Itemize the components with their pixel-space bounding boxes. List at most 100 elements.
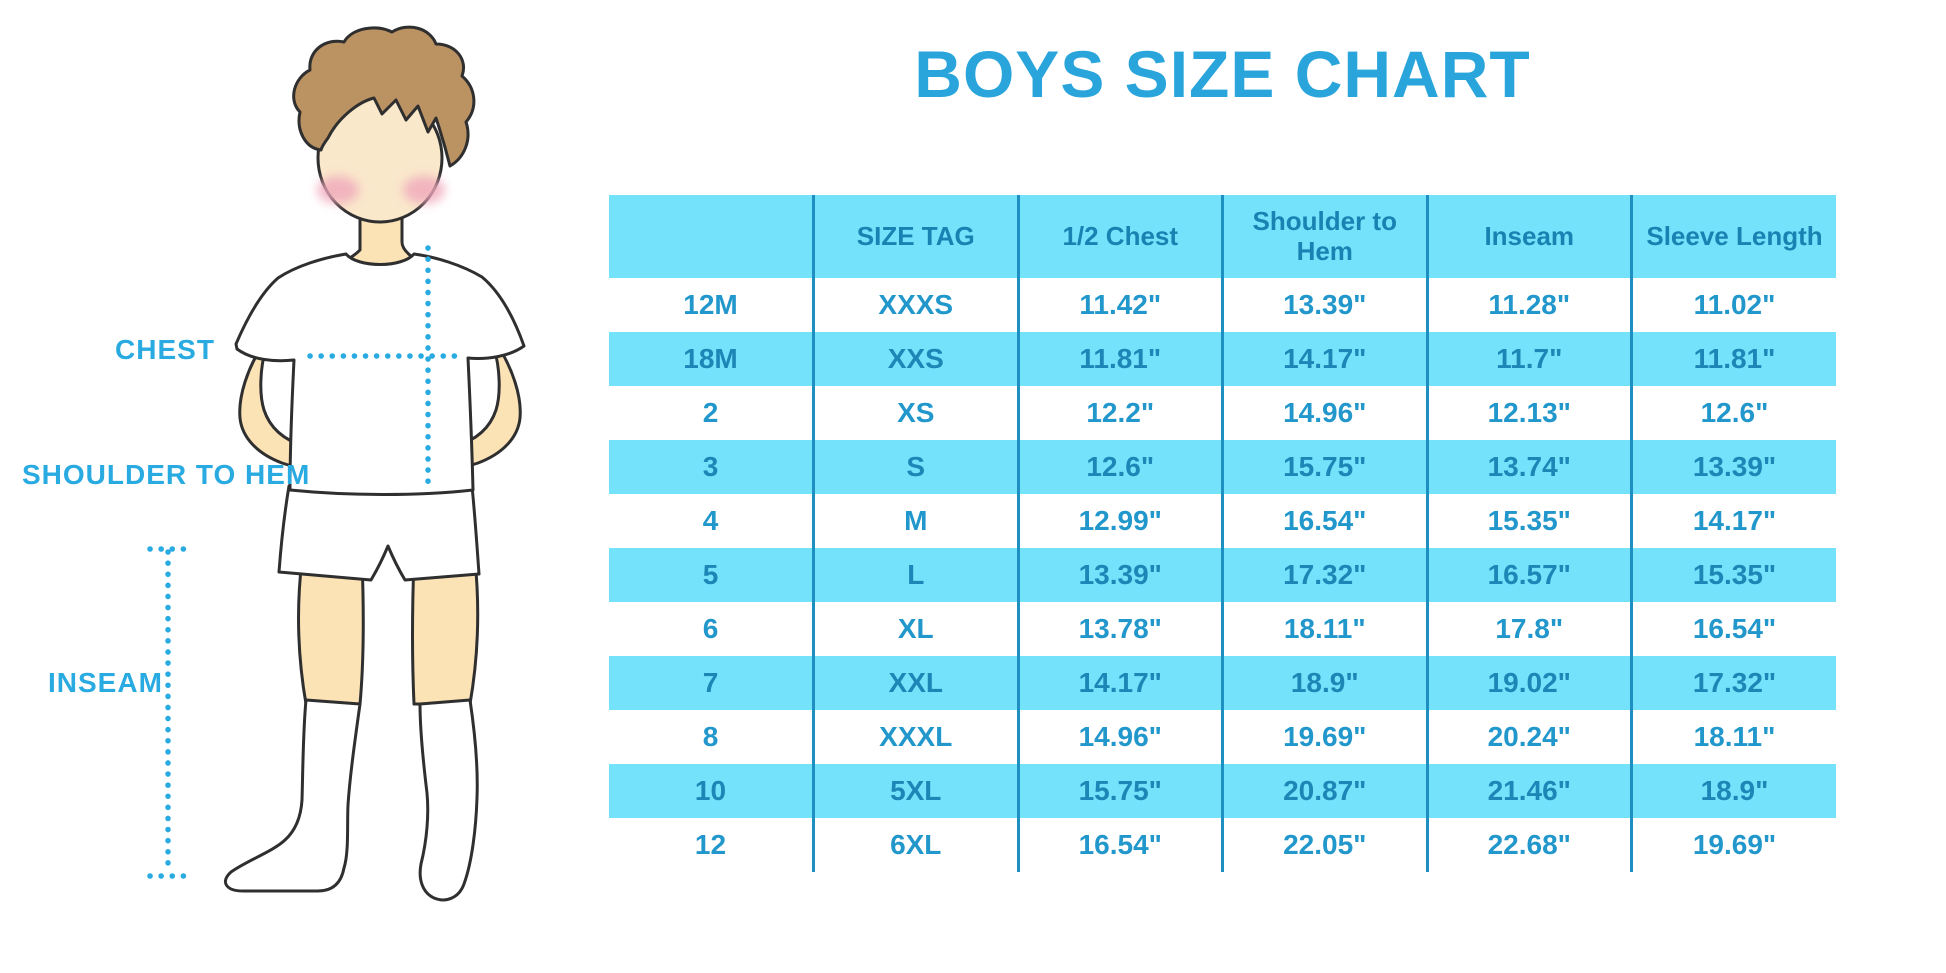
table-cell: 3 bbox=[702, 451, 719, 482]
table-cell: 12 bbox=[694, 829, 727, 860]
table-cell: 15.75" bbox=[1016, 764, 1223, 818]
table-row: 12M XXXS 11.42" 13.39" 11.28" 11.02" bbox=[609, 278, 1836, 332]
boy-hair bbox=[292, 25, 476, 168]
table-cell: 17.32" bbox=[1630, 656, 1836, 710]
table-cell: 16.57" bbox=[1425, 548, 1632, 602]
table-cell: 11.7" bbox=[1425, 332, 1632, 386]
table-cell: 13.74" bbox=[1425, 440, 1632, 494]
table-cell: 13.39" bbox=[1221, 278, 1427, 332]
table-cell: 12.99" bbox=[1016, 494, 1223, 548]
table-cell: L bbox=[812, 548, 1018, 602]
chest-label: CHEST bbox=[115, 334, 215, 365]
table-cell: 11.81" bbox=[1016, 332, 1223, 386]
column-header: 1/2 Chest bbox=[1016, 195, 1223, 278]
table-row: 3 S 12.6" 15.75" 13.74" 13.39" bbox=[609, 440, 1836, 494]
table-cell: 19.69" bbox=[1630, 818, 1836, 872]
table-cell: 15.35" bbox=[1630, 548, 1836, 602]
table-cell: 14.17" bbox=[1221, 332, 1427, 386]
boy-blush-left bbox=[317, 176, 359, 204]
table-cell: XXL bbox=[812, 656, 1018, 710]
table-cell: 15.75" bbox=[1221, 440, 1427, 494]
size-chart-header: SIZE TAG 1/2 Chest Shoulder to Hem Inseam Sl… bbox=[609, 195, 1836, 278]
table-cell: M bbox=[812, 494, 1018, 548]
boy-figure-illustration bbox=[147, 25, 526, 902]
page-title: BOYS SIZE CHART bbox=[914, 37, 1531, 111]
table-cell: 17.8" bbox=[1425, 602, 1632, 656]
table-cell: 12.2" bbox=[1016, 386, 1223, 440]
table-cell: 12.6" bbox=[1630, 386, 1836, 440]
table-cell: 18M bbox=[683, 343, 738, 374]
table-cell: XS bbox=[812, 386, 1018, 440]
table-cell: 7 bbox=[702, 667, 719, 698]
table-cell: 12.13" bbox=[1425, 386, 1632, 440]
boy-right-sock bbox=[418, 698, 479, 902]
table-cell: 18.11" bbox=[1221, 602, 1427, 656]
column-header: Sleeve Length bbox=[1630, 195, 1836, 278]
boy-blush-right bbox=[403, 176, 445, 204]
table-cell: 22.05" bbox=[1221, 818, 1427, 872]
table-cell: 12M bbox=[683, 289, 738, 320]
table-cell: XXXL bbox=[812, 710, 1018, 764]
table-row: 12 6XL 16.54" 22.05" 22.68" 19.69" bbox=[609, 818, 1836, 872]
table-cell: XL bbox=[812, 602, 1018, 656]
column-header bbox=[609, 195, 814, 278]
table-cell: 13.39" bbox=[1016, 548, 1223, 602]
boy-left-sock bbox=[223, 698, 362, 893]
inseam-label: INSEAM bbox=[48, 667, 163, 698]
table-cell: 5XL bbox=[812, 764, 1018, 818]
size-chart-body: 12M XXXS 11.42" 13.39" 11.28" 11.02" 18M XXS 11.… bbox=[609, 278, 1836, 872]
table-cell: XXXS bbox=[812, 278, 1018, 332]
table-row: 7 XXL 14.17" 18.9" 19.02" 17.32" bbox=[609, 656, 1836, 710]
table-cell: 13.39" bbox=[1630, 440, 1836, 494]
table-cell: 5 bbox=[702, 559, 719, 590]
table-cell: 4 bbox=[702, 505, 719, 536]
table-cell: 14.96" bbox=[1221, 386, 1427, 440]
table-cell: 14.17" bbox=[1630, 494, 1836, 548]
table-cell: 16.54" bbox=[1221, 494, 1427, 548]
table-cell: 16.54" bbox=[1016, 818, 1223, 872]
column-header: SIZE TAG bbox=[812, 195, 1018, 278]
table-row: 10 5XL 15.75" 20.87" 21.46" 18.9" bbox=[609, 764, 1836, 818]
table-cell: 11.02" bbox=[1630, 278, 1836, 332]
table-cell: XXS bbox=[812, 332, 1018, 386]
table-row: 4 M 12.99" 16.54" 15.35" 14.17" bbox=[609, 494, 1836, 548]
table-row: 2 XS 12.2" 14.96" 12.13" 12.6" bbox=[609, 386, 1836, 440]
table-row: 18M XXS 11.81" 14.17" 11.7" 11.81" bbox=[609, 332, 1836, 386]
header-row: SIZE TAG 1/2 Chest Shoulder to Hem Inseam Sl… bbox=[609, 195, 1836, 278]
size-chart-table: SIZE TAG 1/2 Chest Shoulder to Hem Inseam Sl… bbox=[609, 195, 1836, 872]
table-cell: 18.11" bbox=[1630, 710, 1836, 764]
table-cell: 6XL bbox=[812, 818, 1018, 872]
boy-shorts bbox=[277, 484, 481, 582]
table-cell: 19.02" bbox=[1425, 656, 1632, 710]
boy-right-thigh bbox=[411, 558, 480, 706]
table-cell: 13.78" bbox=[1016, 602, 1223, 656]
table-cell: 17.32" bbox=[1221, 548, 1427, 602]
table-cell: 16.54" bbox=[1630, 602, 1836, 656]
boy-tshirt bbox=[234, 252, 526, 496]
table-cell: 18.9" bbox=[1630, 764, 1836, 818]
shoulder-to-hem-label: SHOULDER TO HEM bbox=[22, 459, 311, 490]
column-header: Inseam bbox=[1425, 195, 1632, 278]
table-cell: 8 bbox=[702, 721, 719, 752]
table-cell: 21.46" bbox=[1425, 764, 1632, 818]
table-row: 6 XL 13.78" 18.11" 17.8" 16.54" bbox=[609, 602, 1836, 656]
table-cell: 11.42" bbox=[1016, 278, 1223, 332]
table-cell: 11.81" bbox=[1630, 332, 1836, 386]
table-cell: 20.87" bbox=[1221, 764, 1427, 818]
table-cell: 20.24" bbox=[1425, 710, 1632, 764]
table-row: 8 XXXL 14.96" 19.69" 20.24" 18.11" bbox=[609, 710, 1836, 764]
table-cell: 12.6" bbox=[1016, 440, 1223, 494]
table-cell: 14.17" bbox=[1016, 656, 1223, 710]
table-cell: 19.69" bbox=[1221, 710, 1427, 764]
table-cell: 18.9" bbox=[1221, 656, 1427, 710]
table-cell: 15.35" bbox=[1425, 494, 1632, 548]
table-cell: 11.28" bbox=[1425, 278, 1632, 332]
table-cell: 22.68" bbox=[1425, 818, 1632, 872]
table-cell: S bbox=[812, 440, 1018, 494]
table-cell: 14.96" bbox=[1016, 710, 1223, 764]
boy-left-thigh bbox=[297, 558, 365, 706]
table-cell: 2 bbox=[702, 397, 719, 428]
column-header: Shoulder to Hem bbox=[1221, 195, 1427, 278]
table-cell: 6 bbox=[702, 613, 719, 644]
